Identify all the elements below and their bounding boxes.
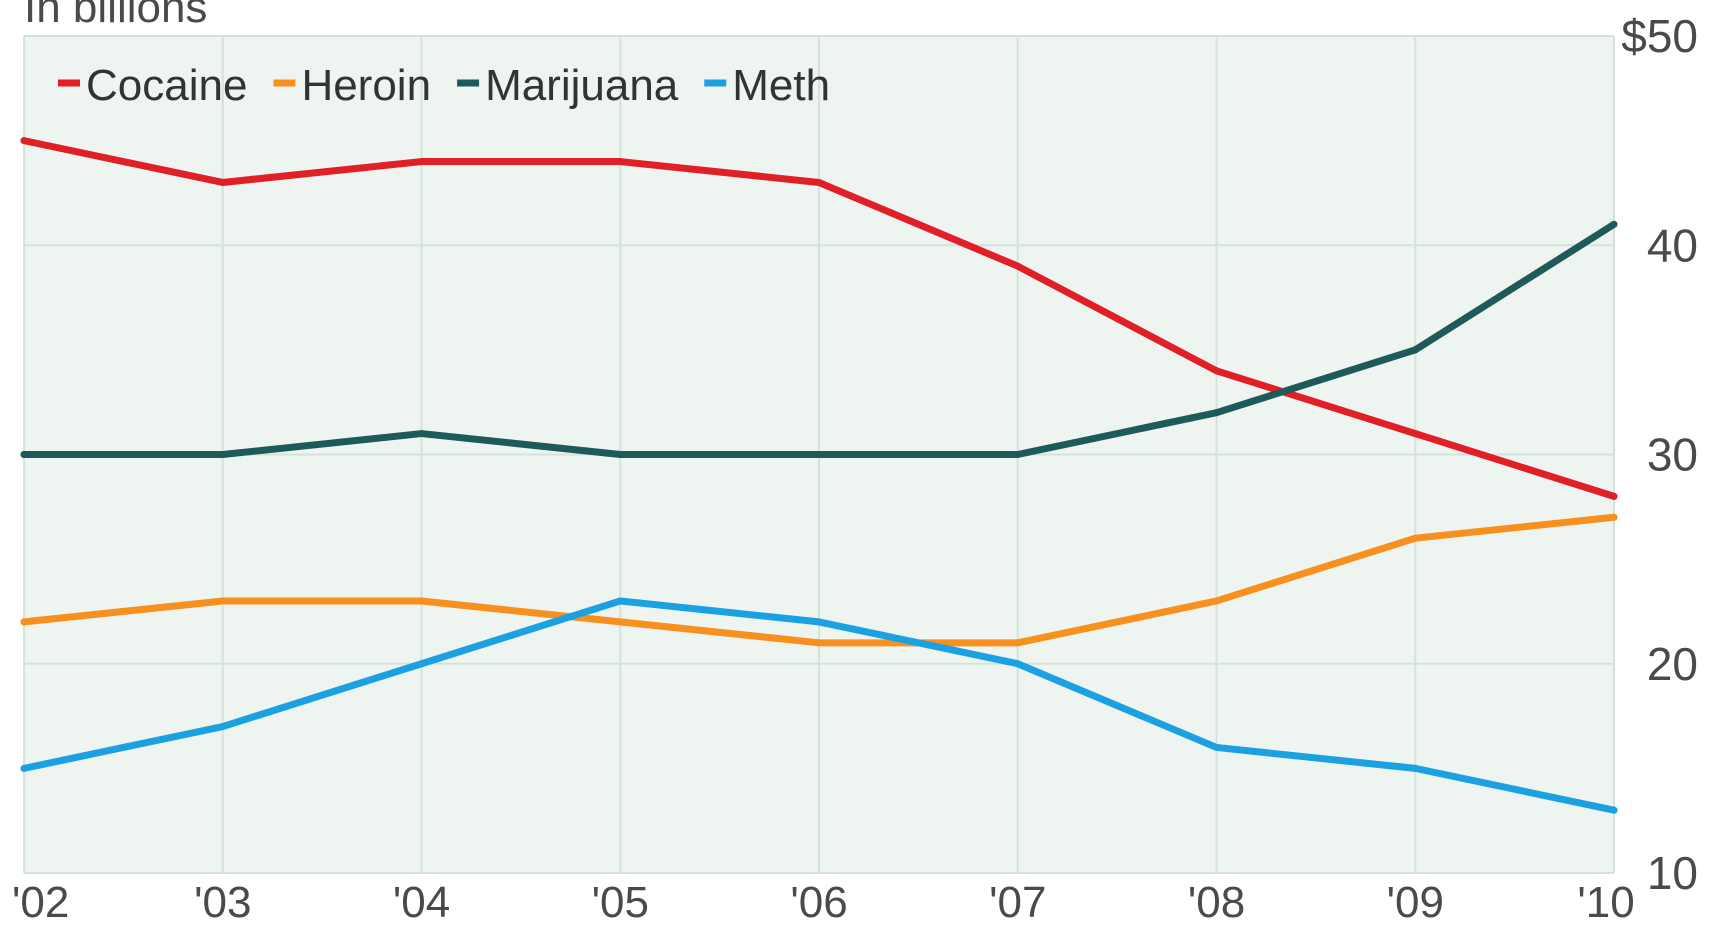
data-point <box>815 618 823 626</box>
data-point <box>1610 513 1618 521</box>
x-axis-ticks: '02 '03 '04 '05 '06 '07 '08 '09 '10 <box>12 878 1635 927</box>
legend-label: Heroin <box>301 61 431 110</box>
data-point <box>418 430 425 438</box>
data-point <box>1610 806 1618 814</box>
legend-item-marijuana: Marijuana <box>457 61 679 110</box>
x-tick-label: '05 <box>592 878 649 927</box>
series-lines <box>20 137 1618 814</box>
x-tick-label: '04 <box>393 878 450 927</box>
y-tick-label: 40 <box>1647 219 1698 271</box>
data-point <box>418 660 425 668</box>
data-point <box>1610 220 1618 228</box>
legend-label: Cocaine <box>86 61 247 110</box>
data-point <box>1213 367 1220 375</box>
data-point <box>1411 534 1419 542</box>
data-point <box>219 723 227 731</box>
y-tick-label: 10 <box>1647 847 1698 899</box>
series-heroin <box>20 513 1618 647</box>
gridlines <box>23 35 1615 874</box>
y-axis-ticks: 10 20 30 40 $50 <box>1621 10 1698 899</box>
data-point <box>616 158 624 166</box>
data-point <box>1014 451 1022 458</box>
data-point <box>219 597 227 605</box>
data-point <box>1610 492 1618 500</box>
data-point <box>418 158 425 166</box>
data-point <box>20 451 28 458</box>
data-point <box>1014 639 1022 647</box>
x-tick-label: '07 <box>989 878 1046 927</box>
x-tick-label: '09 <box>1387 878 1444 927</box>
legend-label: Meth <box>732 61 830 110</box>
data-point <box>1213 597 1220 605</box>
legend-item-cocaine: Cocaine <box>58 61 247 110</box>
data-point <box>815 639 823 647</box>
data-point <box>219 178 227 186</box>
y-tick-label: 20 <box>1647 638 1698 690</box>
data-point <box>20 137 28 145</box>
x-tick-label: '10 <box>1577 878 1634 927</box>
series-cocaine <box>20 137 1618 500</box>
series-meth <box>20 597 1618 814</box>
y-tick-label: 30 <box>1647 429 1698 481</box>
data-point <box>1411 764 1419 772</box>
series-marijuana <box>20 220 1618 458</box>
chart-subtitle: In billions <box>24 0 207 32</box>
data-point <box>616 597 624 605</box>
legend-item-heroin: Heroin <box>273 61 431 110</box>
data-point <box>616 618 624 626</box>
x-tick-label: '03 <box>194 878 251 927</box>
data-point <box>616 451 624 458</box>
data-point <box>1014 660 1022 668</box>
data-point <box>219 451 227 458</box>
y-tick-label: $50 <box>1621 10 1698 62</box>
legend-item-meth: Meth <box>704 61 830 110</box>
data-point <box>815 451 823 458</box>
data-point <box>1014 262 1022 270</box>
data-point <box>1213 743 1220 751</box>
data-point <box>1411 346 1419 354</box>
data-point <box>20 618 28 626</box>
data-point <box>1411 430 1419 438</box>
x-tick-label: '06 <box>790 878 847 927</box>
data-point <box>20 764 28 772</box>
data-point <box>1213 409 1220 417</box>
legend: Cocaine Heroin Marijuana Meth <box>58 61 830 110</box>
legend-label: Marijuana <box>485 61 679 110</box>
x-tick-label: '08 <box>1188 878 1245 927</box>
data-point <box>418 597 425 605</box>
data-point <box>815 178 823 186</box>
x-tick-label: '02 <box>12 878 69 927</box>
